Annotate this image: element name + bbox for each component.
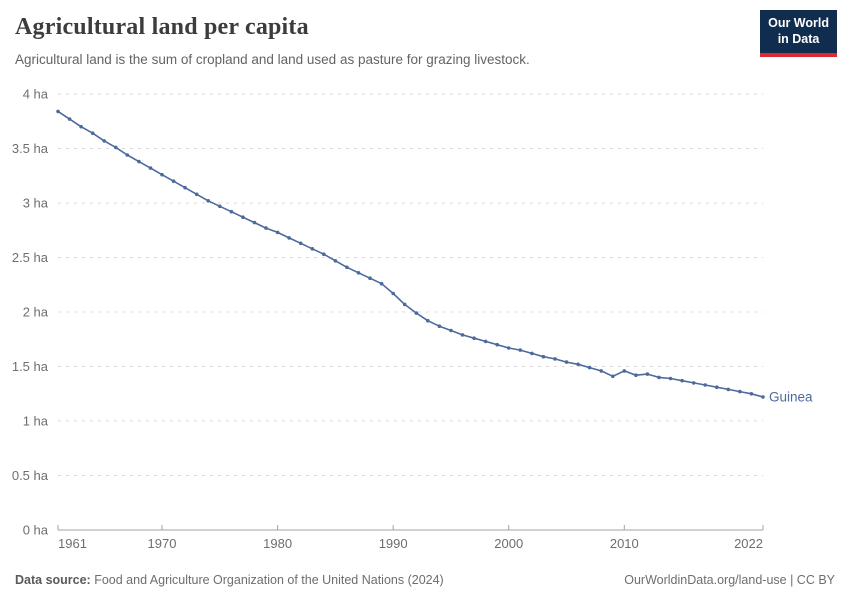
data-point[interactable] [749, 392, 754, 396]
data-point[interactable] [530, 351, 534, 356]
data-point[interactable] [726, 387, 731, 392]
data-point[interactable] [449, 328, 453, 333]
data-point[interactable] [171, 179, 176, 183]
x-axis-tick-label: 1980 [263, 536, 292, 551]
data-point[interactable] [553, 357, 557, 361]
data-point[interactable] [345, 265, 349, 270]
data-point[interactable] [518, 348, 523, 352]
data-point[interactable] [252, 220, 257, 225]
credit-link[interactable]: OurWorldinData.org/land-use | CC BY [624, 573, 835, 587]
data-source-label: Data source: [15, 573, 91, 587]
data-point[interactable] [645, 372, 650, 376]
data-point[interactable] [437, 324, 442, 328]
data-point[interactable] [541, 354, 546, 359]
y-axis-tick-label: 0.5 ha [12, 468, 49, 483]
owid-logo[interactable]: Our World in Data [760, 10, 837, 57]
data-point[interactable] [102, 139, 106, 143]
data-point[interactable] [391, 291, 396, 296]
data-point[interactable] [611, 374, 615, 379]
data-source-note: Data source: Food and Agriculture Organi… [15, 573, 444, 587]
data-point[interactable] [587, 365, 592, 370]
data-point[interactable] [761, 395, 765, 399]
data-point[interactable] [194, 192, 199, 197]
data-point[interactable] [218, 204, 222, 209]
y-axis-tick-label: 1 ha [23, 414, 49, 429]
x-axis-tick-label: 2022 [734, 536, 763, 551]
data-point[interactable] [206, 199, 210, 203]
series-line[interactable] [57, 110, 764, 398]
data-point[interactable] [356, 271, 361, 275]
x-axis-tick-label: 2010 [610, 536, 639, 551]
data-source-text: Food and Agriculture Organization of the… [90, 573, 444, 587]
data-point[interactable] [56, 109, 60, 114]
data-point[interactable] [668, 376, 673, 381]
data-point[interactable] [738, 389, 742, 394]
data-point[interactable] [402, 302, 407, 307]
data-point[interactable] [310, 247, 315, 251]
x-axis-tick-label: 1970 [148, 536, 177, 551]
data-point[interactable] [160, 172, 164, 177]
y-axis-tick-label: 1.5 ha [12, 359, 49, 374]
data-point[interactable] [506, 346, 511, 350]
data-point[interactable] [657, 375, 661, 380]
line-chart[interactable]: 0 ha 0.5 ha 1 ha 1.5 ha 2 ha 2.5 ha 3 ha 3.5 ha… [0, 78, 850, 570]
data-point[interactable] [576, 362, 580, 367]
x-axis-tick-label: 1990 [379, 536, 408, 551]
data-point[interactable] [691, 381, 696, 385]
owid-logo-line2: in Data [777, 32, 820, 47]
data-point[interactable] [483, 339, 488, 344]
x-axis-tick-label: 2000 [494, 536, 523, 551]
data-point[interactable] [599, 369, 603, 373]
data-point[interactable] [275, 230, 280, 235]
data-point[interactable] [715, 385, 719, 390]
data-point[interactable] [241, 215, 245, 219]
data-point[interactable] [322, 252, 326, 256]
data-point[interactable] [703, 383, 707, 387]
page-title: Agricultural land per capita [15, 14, 309, 40]
data-point[interactable] [148, 166, 153, 170]
data-point[interactable] [426, 318, 430, 323]
x-axis-tick-label: 1961 [58, 536, 87, 551]
y-axis-tick-label: 4 ha [23, 87, 49, 102]
data-point[interactable] [460, 333, 465, 337]
data-point[interactable] [368, 276, 372, 280]
chart-footer: Data source: Food and Agriculture Organi… [0, 573, 850, 587]
data-point[interactable] [634, 373, 638, 378]
data-point[interactable] [183, 185, 187, 190]
y-axis-tick-label: 2.5 ha [12, 250, 49, 265]
data-point[interactable] [114, 145, 118, 150]
data-point[interactable] [495, 342, 500, 347]
data-point[interactable] [90, 131, 95, 135]
data-point[interactable] [472, 336, 476, 341]
data-point[interactable] [125, 153, 130, 157]
data-point[interactable] [333, 259, 338, 263]
data-point[interactable] [414, 311, 419, 315]
y-axis-tick-label: 0 ha [23, 523, 49, 538]
entity-label[interactable]: Guinea [769, 390, 813, 405]
y-axis-tick-label: 3.5 ha [12, 141, 49, 156]
data-point[interactable] [680, 378, 684, 383]
data-point[interactable] [379, 281, 384, 286]
data-point[interactable] [264, 226, 268, 230]
data-point[interactable] [137, 159, 141, 164]
chart-subtitle: Agricultural land is the sum of cropland… [15, 52, 530, 67]
data-point[interactable] [622, 369, 627, 373]
data-point[interactable] [287, 236, 291, 240]
data-point[interactable] [67, 117, 72, 121]
data-point[interactable] [564, 360, 569, 364]
data-point[interactable] [229, 209, 234, 214]
y-axis-tick-label: 2 ha [23, 305, 49, 320]
data-point[interactable] [79, 124, 83, 129]
owid-logo-line1: Our World [768, 16, 829, 30]
data-point[interactable] [298, 241, 303, 246]
y-axis-tick-label: 3 ha [23, 196, 49, 211]
